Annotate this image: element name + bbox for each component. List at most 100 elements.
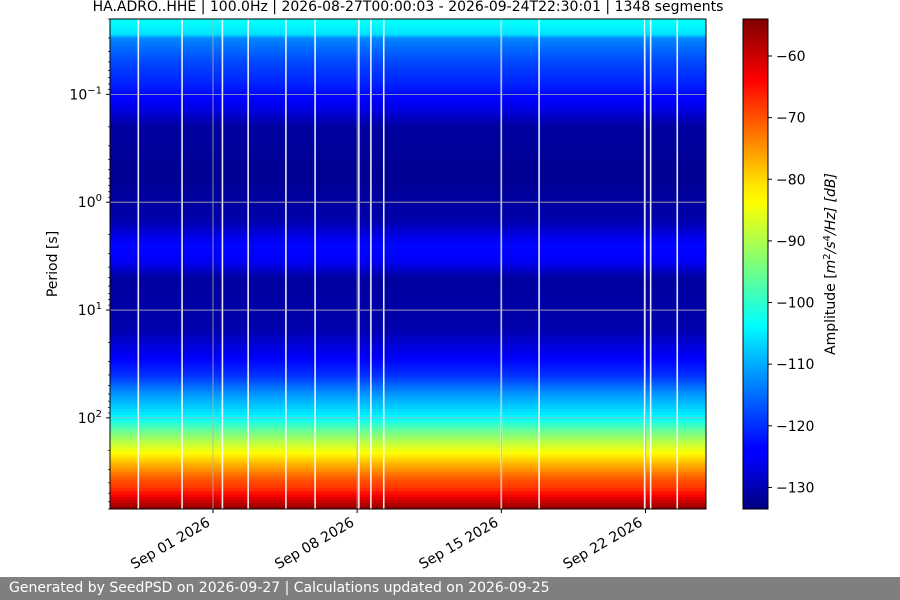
psd-band <box>110 425 706 429</box>
psd-band <box>110 274 706 279</box>
psd-band <box>110 260 706 265</box>
colorbar-tick-label: −120 <box>776 419 814 435</box>
psd-band <box>110 491 706 495</box>
psd-band <box>110 363 706 368</box>
psd-band <box>110 209 706 214</box>
psd-band <box>110 454 706 459</box>
plot-frame <box>109 18 707 510</box>
psd-band <box>110 132 706 137</box>
psd-band <box>110 72 706 77</box>
x-axis-ticks <box>212 509 646 513</box>
psd-band <box>110 402 706 407</box>
y-tick-label: 10−1 <box>69 85 102 103</box>
psd-band <box>110 346 706 351</box>
psd-band <box>110 277 706 282</box>
psd-band <box>110 46 706 51</box>
psd-band <box>110 169 706 174</box>
psd-band <box>110 349 706 354</box>
colorbar-gradient <box>742 18 769 510</box>
psd-band <box>110 477 706 481</box>
psd-band <box>110 161 706 165</box>
psd-band <box>110 361 706 365</box>
psd-band <box>110 272 706 276</box>
psd-band <box>110 383 706 387</box>
psd-band <box>110 181 706 185</box>
psd-band <box>110 26 706 31</box>
psd-band <box>110 485 706 489</box>
psd-band <box>110 245 706 249</box>
psd-band <box>110 252 706 257</box>
psd-band <box>110 70 706 74</box>
psd-band <box>110 55 706 60</box>
psd-band <box>110 332 706 336</box>
psd-band <box>110 266 706 270</box>
footer-banner: Generated by SeedPSD on 2026-09-27 | Cal… <box>0 577 900 600</box>
psd-band <box>110 417 706 421</box>
psd-band <box>110 269 706 273</box>
psd-band <box>110 83 706 88</box>
y-axis-label: Period [s] <box>45 231 61 297</box>
psd-band <box>110 37 706 42</box>
psd-band <box>110 178 706 182</box>
psd-band <box>110 21 706 25</box>
psd-band <box>110 369 706 373</box>
psd-band <box>110 306 706 310</box>
psd-band <box>110 115 706 119</box>
psd-band <box>110 309 706 313</box>
psd-band <box>110 36 706 39</box>
psd-band <box>110 224 706 228</box>
x-tick-label: Sep 08 2026 <box>272 515 357 573</box>
psd-band <box>110 291 706 296</box>
psd-band <box>110 189 706 194</box>
psd-band <box>110 34 706 37</box>
psd-band <box>110 323 706 327</box>
psd-band <box>110 420 706 424</box>
psd-band <box>110 100 706 105</box>
psd-band <box>110 494 706 498</box>
psd-band <box>110 218 706 222</box>
psd-band <box>110 236 706 240</box>
colorbar-tick-label: −60 <box>776 49 806 65</box>
psd-band <box>110 480 706 484</box>
psd-band <box>110 129 706 134</box>
psd-band <box>110 263 706 268</box>
psd-band <box>110 121 706 125</box>
psd-band <box>110 483 706 487</box>
colorbar-ticks: −60 −70 −80 −90 −100 −110 −120 −130 <box>768 49 814 496</box>
psd-band <box>110 201 706 205</box>
psd-band <box>110 414 706 419</box>
psd-band <box>110 289 706 293</box>
psd-band <box>110 149 706 154</box>
psd-band <box>110 297 706 302</box>
psd-band <box>110 206 706 211</box>
psd-band <box>110 329 706 333</box>
psd-band <box>110 503 706 507</box>
psd-band <box>110 411 706 416</box>
psd-band <box>110 141 706 145</box>
psd-band <box>110 317 706 322</box>
psd-band <box>110 471 706 476</box>
psd-band <box>110 385 706 390</box>
y-tick-label: 101 <box>78 301 102 319</box>
psd-band <box>110 250 706 254</box>
psd-band <box>110 372 706 376</box>
psd-band <box>110 399 706 404</box>
psd-band <box>110 123 706 128</box>
psd-band <box>110 233 706 237</box>
psd-band <box>110 172 706 177</box>
psd-band <box>110 366 706 371</box>
psd-band <box>110 300 706 304</box>
psd-band <box>110 109 706 114</box>
psd-band <box>110 468 706 473</box>
psd-band <box>110 303 706 307</box>
psd-band <box>110 445 706 449</box>
psd-band <box>110 352 706 357</box>
psd-band <box>110 447 706 451</box>
psd-band <box>110 442 706 446</box>
psd-band <box>110 377 706 381</box>
colorbar-tick-label: −80 <box>776 172 806 188</box>
psd-band <box>110 106 706 111</box>
psd-band <box>110 163 706 168</box>
psd-band <box>110 391 706 395</box>
